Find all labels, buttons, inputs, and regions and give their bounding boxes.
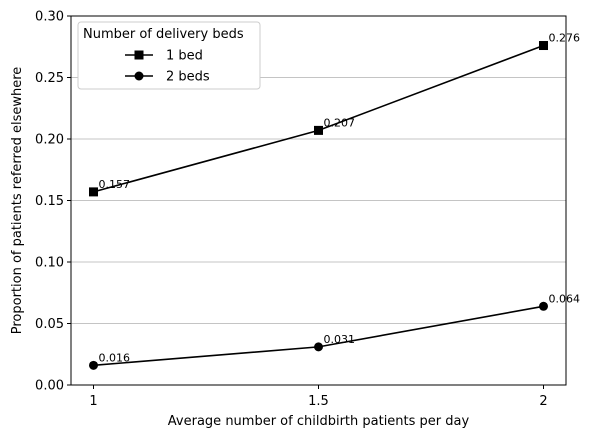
data-point-square (314, 125, 323, 135)
data-point-square (539, 41, 548, 51)
data-point-square (89, 187, 98, 197)
y-axis-label: Proportion of patients referred elsewher… (10, 67, 25, 335)
y-tick-label: 0.00 (35, 379, 64, 394)
y-tick-label: 0.30 (35, 10, 64, 25)
series-layer: 0.157 0.207 0.276 0.016 0.031 0.064 (89, 32, 580, 370)
y-tick-label: 0.15 (35, 194, 64, 209)
data-label: 0.016 (99, 351, 131, 364)
y-tick-label: 0.25 (35, 71, 64, 86)
data-label: 0.276 (549, 32, 581, 45)
data-point-circle (134, 71, 144, 81)
legend: Number of delivery beds 1 bed 2 beds (77, 21, 261, 90)
axis-ticks: 0.00 0.05 0.10 0.15 0.20 0.25 0.30 1 1.5 2 (35, 10, 548, 410)
series-line (93, 305, 544, 367)
data-point-circle (539, 301, 548, 311)
series-2: 0.016 0.031 0.064 (89, 292, 580, 370)
x-axis-label: Average number of childbirth patients pe… (168, 414, 470, 429)
legend-box (77, 21, 261, 90)
legend-label: 1 bed (166, 49, 203, 64)
legend-title: Number of delivery beds (83, 27, 244, 42)
x-tick-label: 1.5 (308, 394, 329, 409)
legend-items: 1 bed 2 beds (125, 49, 210, 85)
data-label: 0.157 (99, 178, 131, 191)
y-tick-label: 0.05 (35, 317, 64, 332)
legend-item-2: 2 beds (125, 70, 210, 85)
data-point-square (134, 50, 144, 60)
y-tick-label: 0.20 (35, 133, 64, 148)
data-point-circle (89, 360, 98, 370)
legend-label: 2 beds (166, 70, 210, 85)
data-label: 0.031 (324, 333, 356, 346)
x-tick-label: 2 (539, 394, 547, 409)
data-label: 0.207 (324, 116, 356, 129)
y-tick-label: 0.10 (35, 256, 64, 271)
series-1: 0.157 0.207 0.276 (89, 32, 580, 197)
x-tick-label: 1 (89, 394, 97, 409)
data-label: 0.064 (549, 292, 581, 305)
data-point-circle (314, 342, 323, 352)
legend-item-1: 1 bed (125, 49, 203, 64)
